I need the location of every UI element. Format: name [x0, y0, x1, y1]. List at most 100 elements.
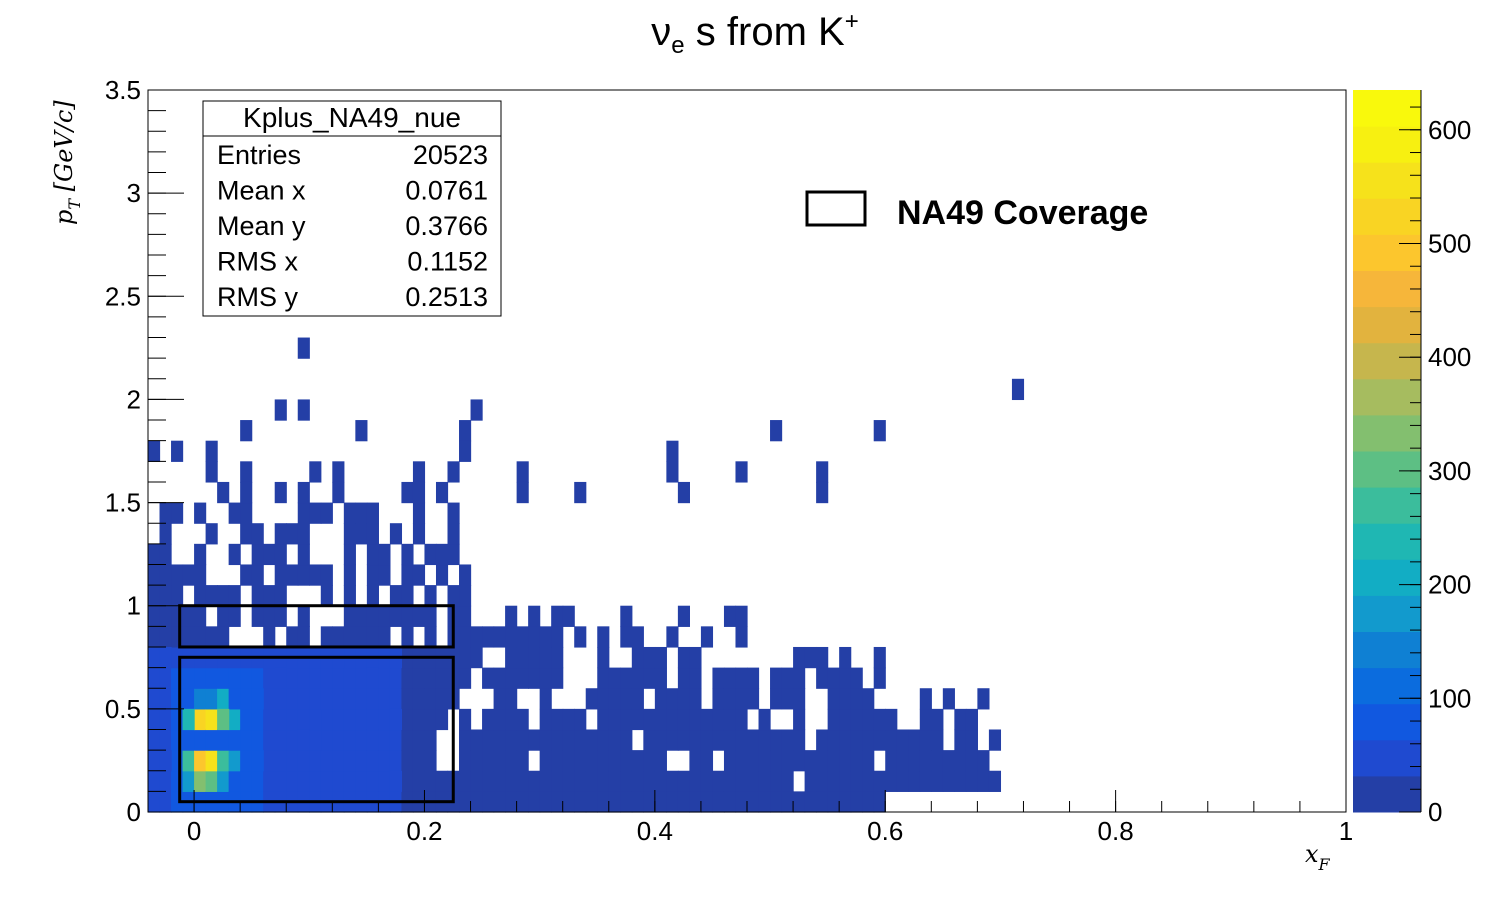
heatmap-cell [217, 667, 230, 689]
heatmap-cell [343, 523, 356, 545]
heatmap-cell [320, 667, 333, 689]
heatmap-cell [712, 708, 725, 731]
heatmap-cell [171, 626, 184, 648]
y-tick-label: 1.5 [105, 488, 141, 518]
heatmap-cell [274, 688, 287, 710]
heatmap-cell [182, 688, 195, 710]
heatmap-cell [770, 420, 783, 442]
heatmap-cell [516, 770, 529, 792]
heatmap-cell [251, 605, 264, 627]
heatmap-cell [159, 729, 172, 751]
heatmap-cell [148, 585, 161, 607]
heatmap-cell [343, 708, 356, 731]
heatmap-cell [251, 750, 264, 772]
heatmap-cell [366, 564, 379, 586]
heatmap-cell [528, 791, 541, 813]
y-tick-label: 3 [127, 178, 141, 208]
x-axis: 0 0.2 0.4 0.6 0.8 1 [147, 790, 1353, 846]
heatmap-cell [389, 667, 403, 689]
heatmap-cell [505, 729, 518, 751]
x-axis-label: xF [1305, 840, 1331, 874]
palette-tick-label: 600 [1428, 115, 1471, 145]
heatmap-cell [343, 502, 356, 524]
heatmap-cell [366, 626, 379, 648]
heatmap-cell [401, 708, 414, 731]
heatmap-cell [263, 605, 276, 627]
heatmap-cell [435, 564, 449, 586]
palette-swatch [1353, 126, 1421, 163]
heatmap-cell [366, 770, 379, 792]
heatmap-cell [700, 626, 714, 648]
heatmap-cell [551, 605, 564, 627]
heatmap-cell [159, 564, 172, 586]
x-tick-label: 0.6 [867, 816, 903, 846]
heatmap-cell [378, 750, 391, 772]
heatmap-cell [689, 770, 702, 792]
heatmap-cell [919, 688, 932, 710]
heatmap-cell [366, 729, 379, 751]
heatmap-cell [988, 729, 1002, 751]
heatmap-cell [482, 791, 495, 813]
heatmap-cell [482, 729, 495, 751]
heatmap-cell [228, 543, 241, 566]
heatmap-cell [240, 667, 253, 689]
x-tick-label: 0.8 [1098, 816, 1134, 846]
heatmap-cell [182, 708, 195, 731]
heatmap-cell [148, 708, 161, 731]
heatmap-cell [574, 750, 587, 772]
heatmap-cell [435, 688, 449, 710]
heatmap-cell [666, 791, 679, 813]
heatmap-cell [735, 791, 748, 813]
heatmap-cell [217, 585, 230, 607]
heatmap-cell [551, 708, 564, 731]
heatmap-cell [459, 667, 472, 689]
heatmap-cell [148, 688, 161, 710]
heatmap-cell [205, 626, 218, 648]
heatmap-cell [297, 481, 310, 504]
heatmap-cell [355, 605, 368, 627]
heatmap-cell [171, 440, 184, 462]
heatmap-cell [274, 543, 287, 566]
heatmap-cell [770, 688, 783, 710]
y-tick-label: 0 [127, 797, 141, 827]
heatmap-cell [896, 750, 909, 772]
heatmap-cell [493, 688, 506, 710]
heatmap-cell [297, 502, 310, 524]
heatmap-cell [735, 667, 748, 689]
heatmap-cell [608, 667, 621, 689]
stats-box: Kplus_NA49_nue Entries 20523 Mean x 0.0761 M… [202, 100, 502, 317]
heatmap-cell [677, 791, 690, 813]
heatmap-cell [424, 770, 437, 792]
heatmap-cell [919, 770, 932, 792]
heatmap-cell [735, 770, 748, 792]
heatmap-cell [482, 750, 495, 772]
heatmap-cell [332, 667, 345, 689]
heatmap-cell [505, 708, 518, 731]
heatmap-cell [309, 750, 322, 772]
heatmap-cell [366, 585, 379, 607]
heatmap-cell [274, 667, 287, 689]
heatmap-cell [700, 708, 714, 731]
heatmap-cell [562, 750, 575, 772]
heatmap-cell [516, 481, 529, 504]
heatmap-cell [286, 708, 299, 731]
heatmap-cell [389, 523, 403, 545]
heatmap-cell [194, 729, 207, 751]
chart-title: νe s from K+ [651, 8, 858, 59]
heatmap-cell [459, 791, 472, 813]
heatmap-cell [862, 791, 875, 813]
heatmap-cell [240, 564, 253, 586]
heatmap-cell [735, 708, 748, 731]
heatmap-cell [712, 688, 725, 710]
heatmap-cell [505, 667, 518, 689]
heatmap-cell [343, 770, 356, 792]
heatmap-cell [839, 667, 852, 689]
heatmap-cell [459, 440, 472, 462]
heatmap-cell [251, 585, 264, 607]
heatmap-cell [470, 399, 483, 421]
heatmap-cell [689, 708, 702, 731]
heatmap-cell [251, 564, 264, 586]
heatmap-cell [597, 729, 610, 751]
heatmap-cell [320, 708, 333, 731]
heatmap-cell [631, 667, 644, 689]
